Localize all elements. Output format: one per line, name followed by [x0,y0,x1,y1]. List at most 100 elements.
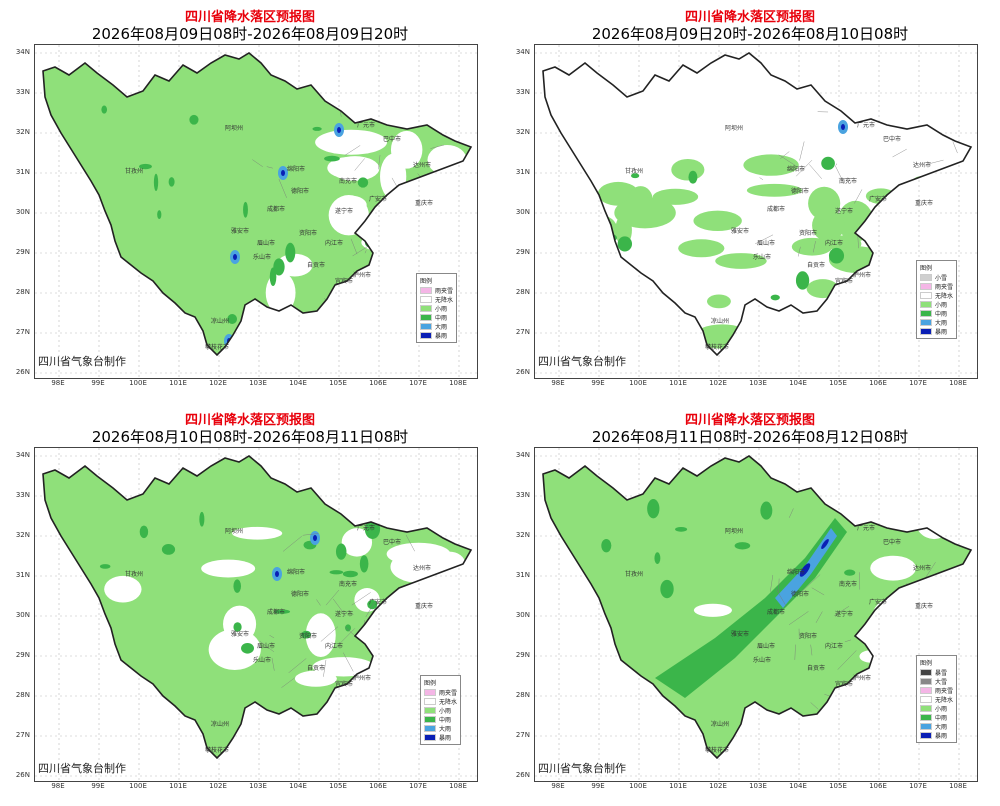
panel-time-range: 2026年08月10日08时-2026年08月11日08时 [91,428,409,446]
panel-title: 四川省降水落区预报图 [184,413,315,428]
legend-item: 小雨 [920,300,953,309]
legend-label: 雨夹雪 [439,690,458,697]
city-label: 宜宾市 [335,680,353,688]
precipitation-map: 阿坝州 巴中市 甘孜州 德阳市 成都市 眉山市 雅安市 乐山市 内江市 宜宾市 凉山州 攀枝花市 达州市… [534,44,978,379]
lon-label: 105E [329,782,347,790]
lat-label: 28N [515,288,530,296]
legend-item: 雨夹雪 [920,686,953,695]
legend-item: 大雨 [424,724,457,733]
panel-title: 四川省降水落区预报图 [684,413,815,428]
city-label: 资阳市 [299,632,317,640]
lat-label: 34N [15,48,30,56]
credit-text: 四川省气象台制作 [38,762,126,775]
city-label: 阿坝州 [725,527,743,535]
city-label: 德阳市 [791,590,809,598]
legend-swatch [920,723,932,730]
city-label: 乐山市 [753,253,771,261]
legend-item: 暴雪 [920,668,953,677]
lat-label: 29N [15,248,30,256]
city-label: 重庆市 [415,602,433,610]
legend-item: 暴雨 [920,327,953,336]
legend-swatch [920,705,932,712]
legend-label: 无降水 [435,297,454,304]
map-legend: 图例 雨夹雪 无降水 小雨 中雨 大雨 暴雨 [420,675,462,745]
panel-title: 四川省降水落区预报图 [184,10,315,25]
legend-item: 小雨 [920,704,953,713]
lon-label: 102E [209,782,227,790]
city-label: 德阳市 [291,187,309,195]
legend-swatch [424,698,436,705]
lon-label: 106E [369,379,387,387]
city-label: 攀枝花市 [205,746,229,754]
lon-label: 103E [249,782,267,790]
lat-label: 27N [15,731,30,739]
lon-label: 102E [209,379,227,387]
map-legend: 图例 小雪 雨夹雪 无降水 小雨 中雨 大雨 暴雨 [916,260,958,339]
lat-label: 31N [15,571,30,579]
lat-label: 28N [15,691,30,699]
legend-item: 小雪 [920,273,953,282]
city-label: 遂宁市 [335,207,353,215]
city-label: 绵阳市 [287,165,305,173]
legend-title: 图例 [920,660,933,667]
city-label: 绵阳市 [287,568,305,576]
city-label: 自贡市 [807,261,825,269]
legend-swatch [920,669,932,676]
legend-swatch [420,314,432,321]
credit-text: 四川省气象台制作 [538,355,626,368]
province-boundary [42,455,473,760]
lon-label: 105E [829,379,847,387]
city-label: 绵阳市 [787,165,805,173]
lon-label: 107E [909,782,927,790]
panel-time-range: 2026年08月11日08时-2026年08月12日08时 [591,428,909,446]
legend-item: 无降水 [424,697,457,706]
legend-label: 暴雨 [435,333,448,340]
city-label: 内江市 [325,239,343,247]
lat-label: 32N [15,128,30,136]
legend-swatch [920,301,932,308]
lon-label: 101E [669,782,687,790]
lon-label: 106E [369,782,387,790]
legend-label: 暴雨 [935,329,948,336]
legend-item: 大雨 [920,318,953,327]
lon-label: 101E [169,379,187,387]
lon-label: 107E [409,782,427,790]
lon-label: 100E [629,379,647,387]
legend-item: 无降水 [920,291,953,300]
city-label: 广安市 [869,598,887,606]
lon-label: 98E [551,782,565,790]
legend-item: 雨夹雪 [420,286,453,295]
legend-item: 无降水 [920,695,953,704]
city-label: 阿坝州 [225,124,243,132]
map-legend: 图例 雨夹雪 无降水 小雨 中雨 大雨 暴雨 [416,273,458,343]
legend-swatch [920,714,932,721]
city-label: 攀枝花市 [705,343,729,351]
legend-label: 无降水 [439,699,458,706]
city-label: 自贡市 [807,664,825,672]
legend-label: 大雨 [439,726,452,733]
lon-label: 101E [169,782,187,790]
forecast-panel-4: 四川省降水落区预报图 2026年08月11日08时-2026年08月12日08时… [500,403,1000,806]
city-label: 广元市 [857,524,875,532]
province-boundary [42,52,473,357]
legend-swatch [420,305,432,312]
city-label: 阿坝州 [725,124,743,132]
city-label: 广元市 [857,121,875,129]
legend-item: 暴雨 [424,733,457,742]
city-label: 广安市 [869,195,887,203]
legend-label: 暴雨 [935,733,948,740]
city-label: 泸州市 [353,271,371,279]
city-label: 遂宁市 [835,610,853,618]
legend-swatch [424,716,436,723]
lon-label: 105E [329,379,347,387]
lat-label: 32N [515,128,530,136]
city-label: 南充市 [339,580,357,588]
city-label: 南充市 [839,177,857,185]
city-label: 巴中市 [883,538,901,546]
lat-label: 29N [515,248,530,256]
legend-item: 暴雨 [420,331,453,340]
city-label: 乐山市 [753,656,771,664]
city-label: 广元市 [357,121,375,129]
